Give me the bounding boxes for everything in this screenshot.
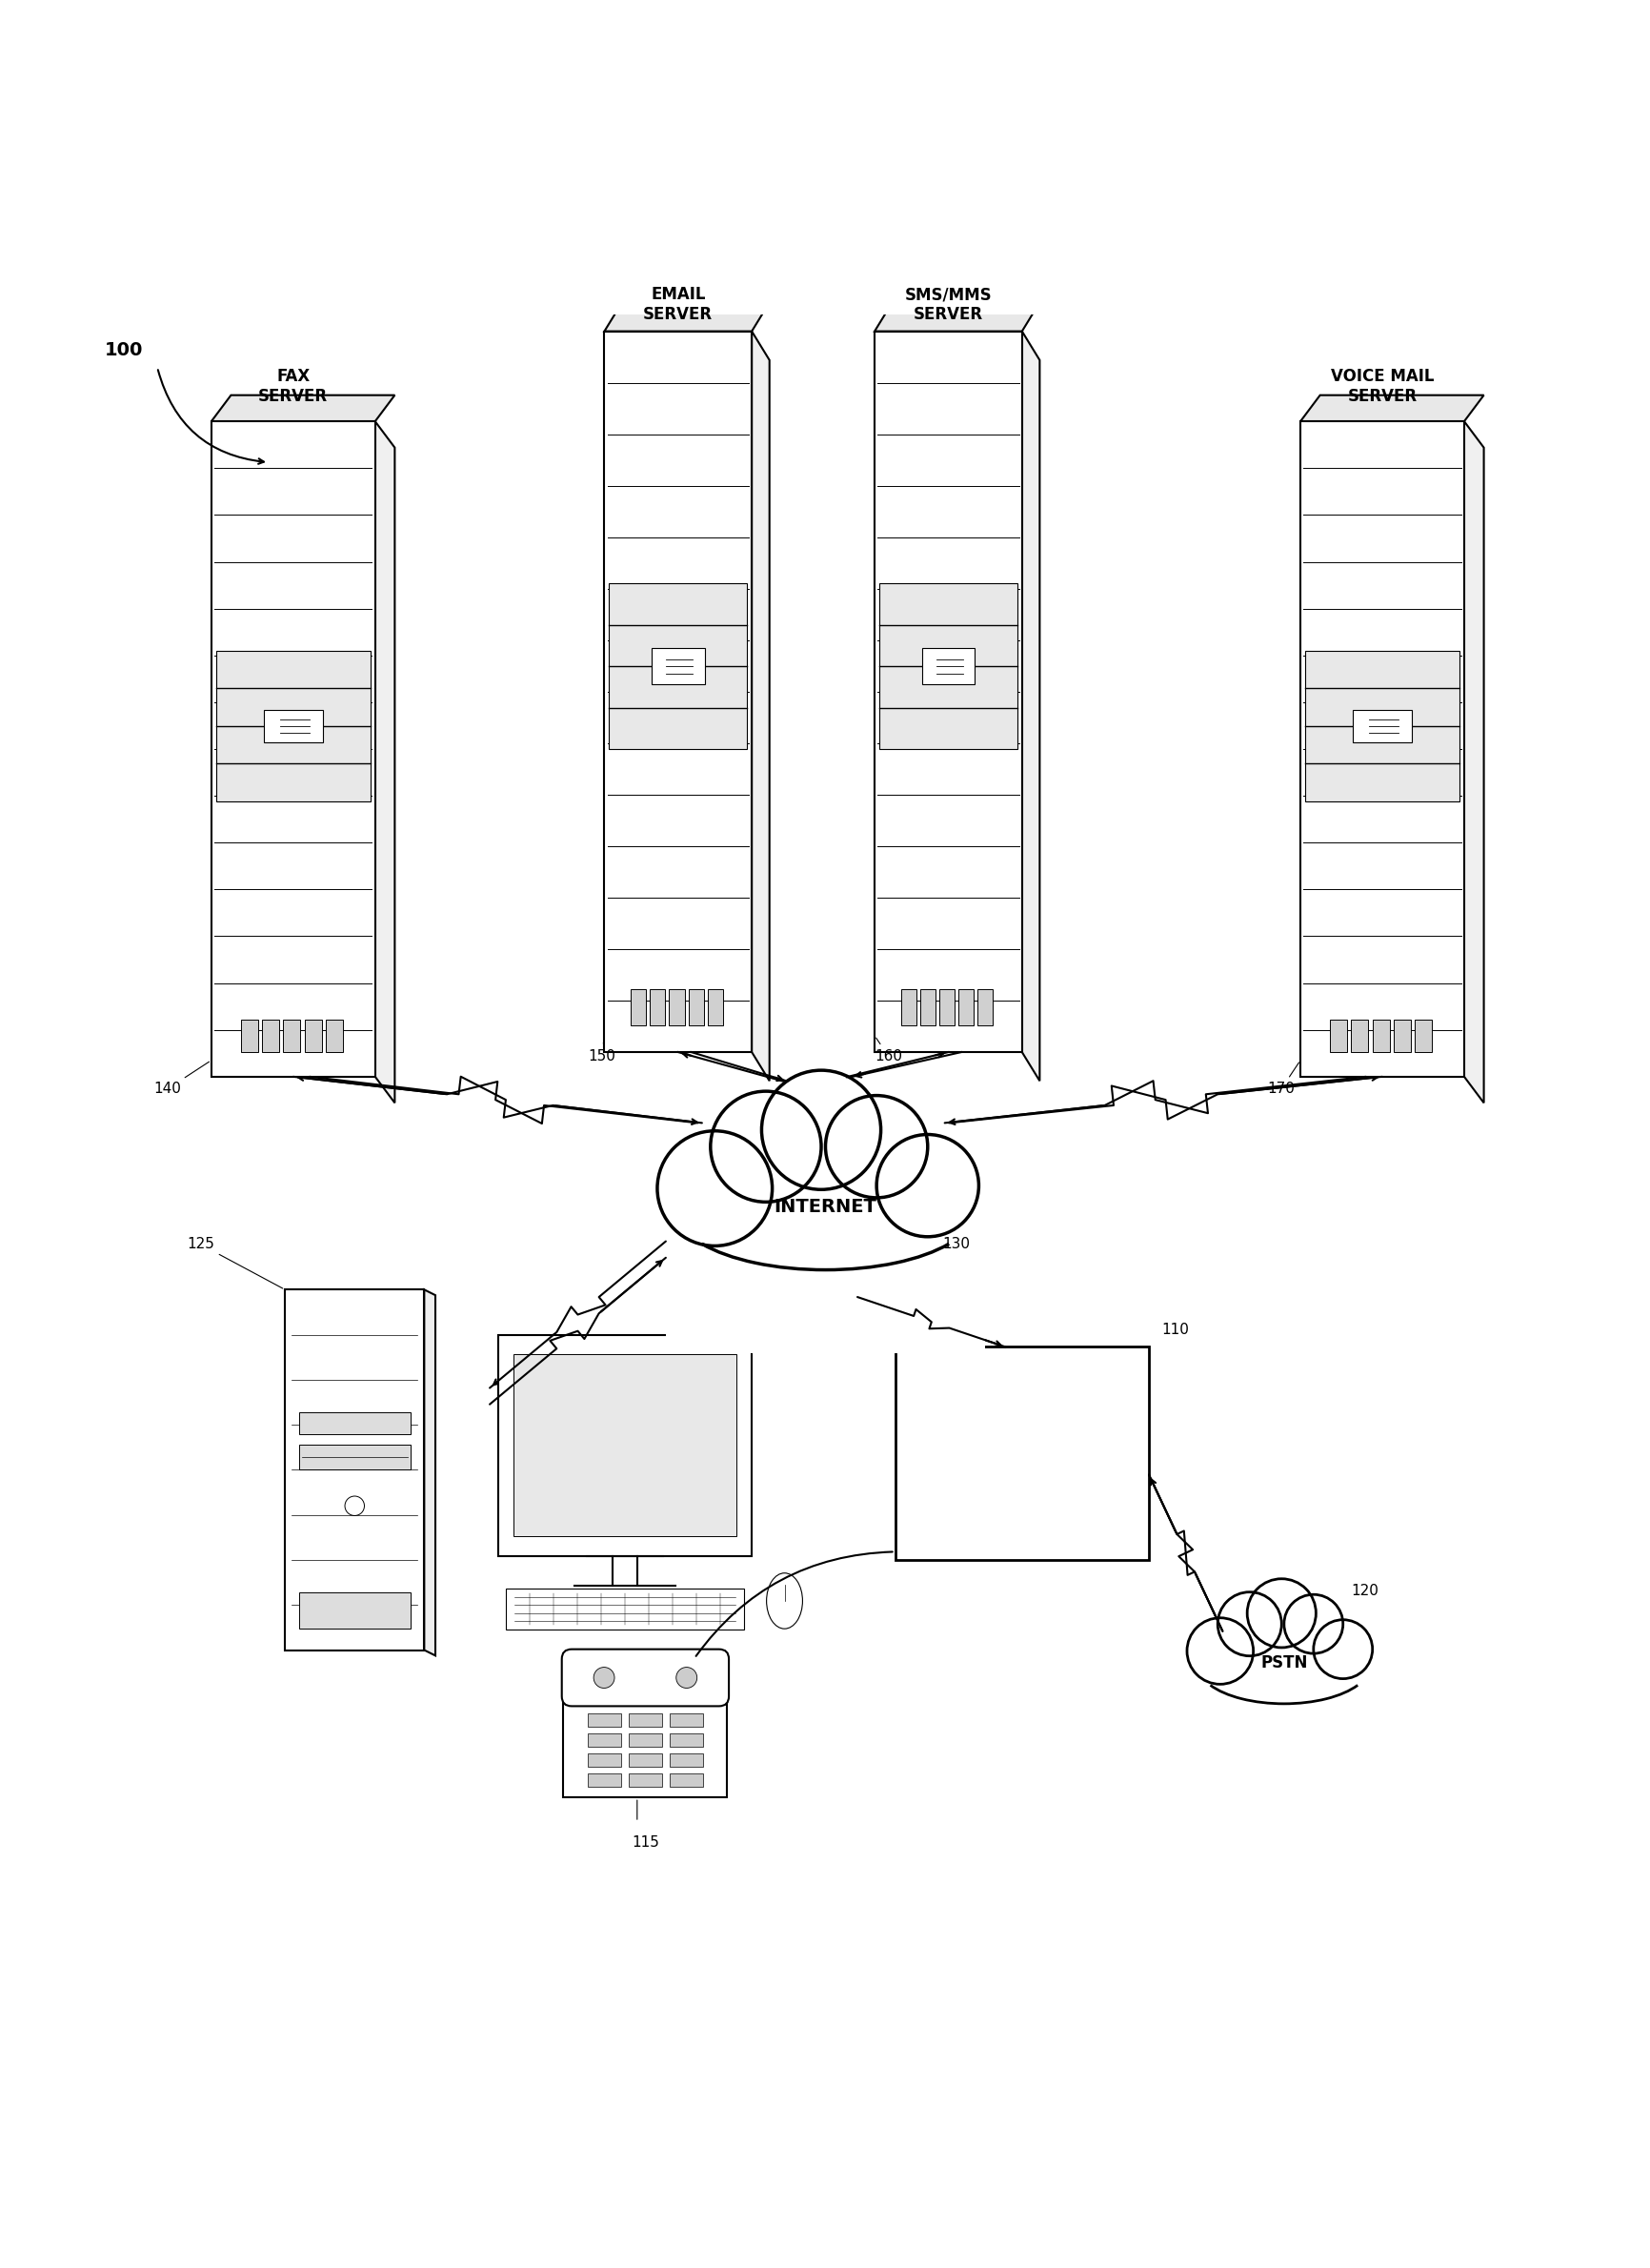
Text: 140: 140 [153, 1061, 210, 1095]
Circle shape [594, 1667, 614, 1687]
Text: 160: 160 [874, 1039, 901, 1064]
Text: EMAIL
SERVER: EMAIL SERVER [644, 286, 713, 322]
Bar [507, 1588, 742, 1631]
Bar [901, 989, 916, 1025]
Bar [629, 1774, 662, 1787]
Bar [609, 583, 747, 748]
Bar [305, 1021, 322, 1052]
FancyArrowPatch shape [158, 370, 264, 465]
Bar [1305, 651, 1459, 801]
Bar [563, 1692, 726, 1799]
Text: FAX
SERVER: FAX SERVER [259, 367, 328, 406]
Ellipse shape [676, 1152, 973, 1270]
Polygon shape [375, 422, 394, 1102]
Ellipse shape [1198, 1626, 1369, 1703]
Bar [299, 1592, 411, 1628]
Polygon shape [1464, 422, 1483, 1102]
Bar [264, 710, 322, 742]
Bar [211, 422, 375, 1077]
Bar [894, 1347, 1148, 1560]
Bar [688, 989, 703, 1025]
Bar [604, 331, 751, 1052]
Bar [498, 1334, 751, 1556]
Circle shape [676, 1667, 696, 1687]
Text: INTERNET: INTERNET [774, 1198, 876, 1216]
Bar [299, 1445, 411, 1470]
FancyArrowPatch shape [696, 1551, 893, 1656]
Circle shape [1313, 1619, 1371, 1678]
Circle shape [876, 1134, 978, 1236]
Bar [587, 1733, 620, 1746]
Polygon shape [874, 302, 1040, 331]
Bar [668, 989, 685, 1025]
Text: SMS/MMS
SERVER: SMS/MMS SERVER [904, 286, 992, 322]
Circle shape [1186, 1617, 1252, 1685]
Bar [670, 1753, 703, 1767]
Text: VOICE MAIL
SERVER: VOICE MAIL SERVER [1330, 367, 1434, 406]
Polygon shape [1021, 331, 1039, 1082]
Bar [1330, 1021, 1346, 1052]
Bar [629, 1712, 662, 1726]
Bar [216, 651, 370, 801]
Bar [1371, 1021, 1389, 1052]
Bar [652, 649, 705, 685]
Text: 120: 120 [1351, 1583, 1378, 1599]
Bar [959, 989, 973, 1025]
Bar [1393, 1021, 1411, 1052]
Bar [919, 989, 936, 1025]
Bar [670, 1712, 703, 1726]
Bar [670, 1774, 703, 1787]
Circle shape [657, 1132, 772, 1245]
Bar [299, 1413, 411, 1433]
Bar [874, 331, 1021, 1052]
Bar [977, 989, 993, 1025]
Bar [630, 989, 645, 1025]
Circle shape [825, 1095, 927, 1198]
Bar [629, 1753, 662, 1767]
Text: 110: 110 [1162, 1322, 1190, 1336]
Circle shape [1284, 1594, 1341, 1653]
Bar [513, 1354, 736, 1535]
Bar [262, 1021, 279, 1052]
Bar [629, 1733, 662, 1746]
Polygon shape [751, 331, 769, 1082]
Circle shape [710, 1091, 820, 1202]
Text: 100: 100 [106, 342, 144, 361]
Polygon shape [604, 302, 769, 331]
Polygon shape [1300, 395, 1483, 422]
Text: 130: 130 [942, 1236, 970, 1252]
Text: 125: 125 [186, 1238, 282, 1288]
Ellipse shape [766, 1574, 802, 1628]
FancyBboxPatch shape [561, 1649, 728, 1706]
Bar [665, 1227, 985, 1352]
Bar [285, 1290, 424, 1651]
Circle shape [761, 1070, 881, 1188]
Bar [1300, 422, 1464, 1077]
Bar [1350, 1021, 1368, 1052]
Text: PSTN: PSTN [1261, 1653, 1307, 1672]
Bar [1191, 1676, 1376, 1758]
Text: 115: 115 [632, 1835, 658, 1848]
Bar [587, 1774, 620, 1787]
Bar [587, 1712, 620, 1726]
Bar [939, 989, 954, 1025]
Text: 170: 170 [1267, 1061, 1299, 1095]
Bar [878, 583, 1016, 748]
Bar [670, 1733, 703, 1746]
Circle shape [1218, 1592, 1280, 1656]
Bar [587, 1753, 620, 1767]
Polygon shape [424, 1290, 436, 1656]
Bar [284, 1021, 300, 1052]
Bar [241, 1021, 257, 1052]
Polygon shape [211, 395, 394, 422]
Bar [921, 649, 973, 685]
Bar [1351, 710, 1411, 742]
Bar [325, 1021, 343, 1052]
Circle shape [1246, 1579, 1315, 1647]
Bar [1414, 1021, 1431, 1052]
Bar [708, 989, 723, 1025]
Bar [650, 989, 665, 1025]
Text: 150: 150 [587, 1039, 615, 1064]
